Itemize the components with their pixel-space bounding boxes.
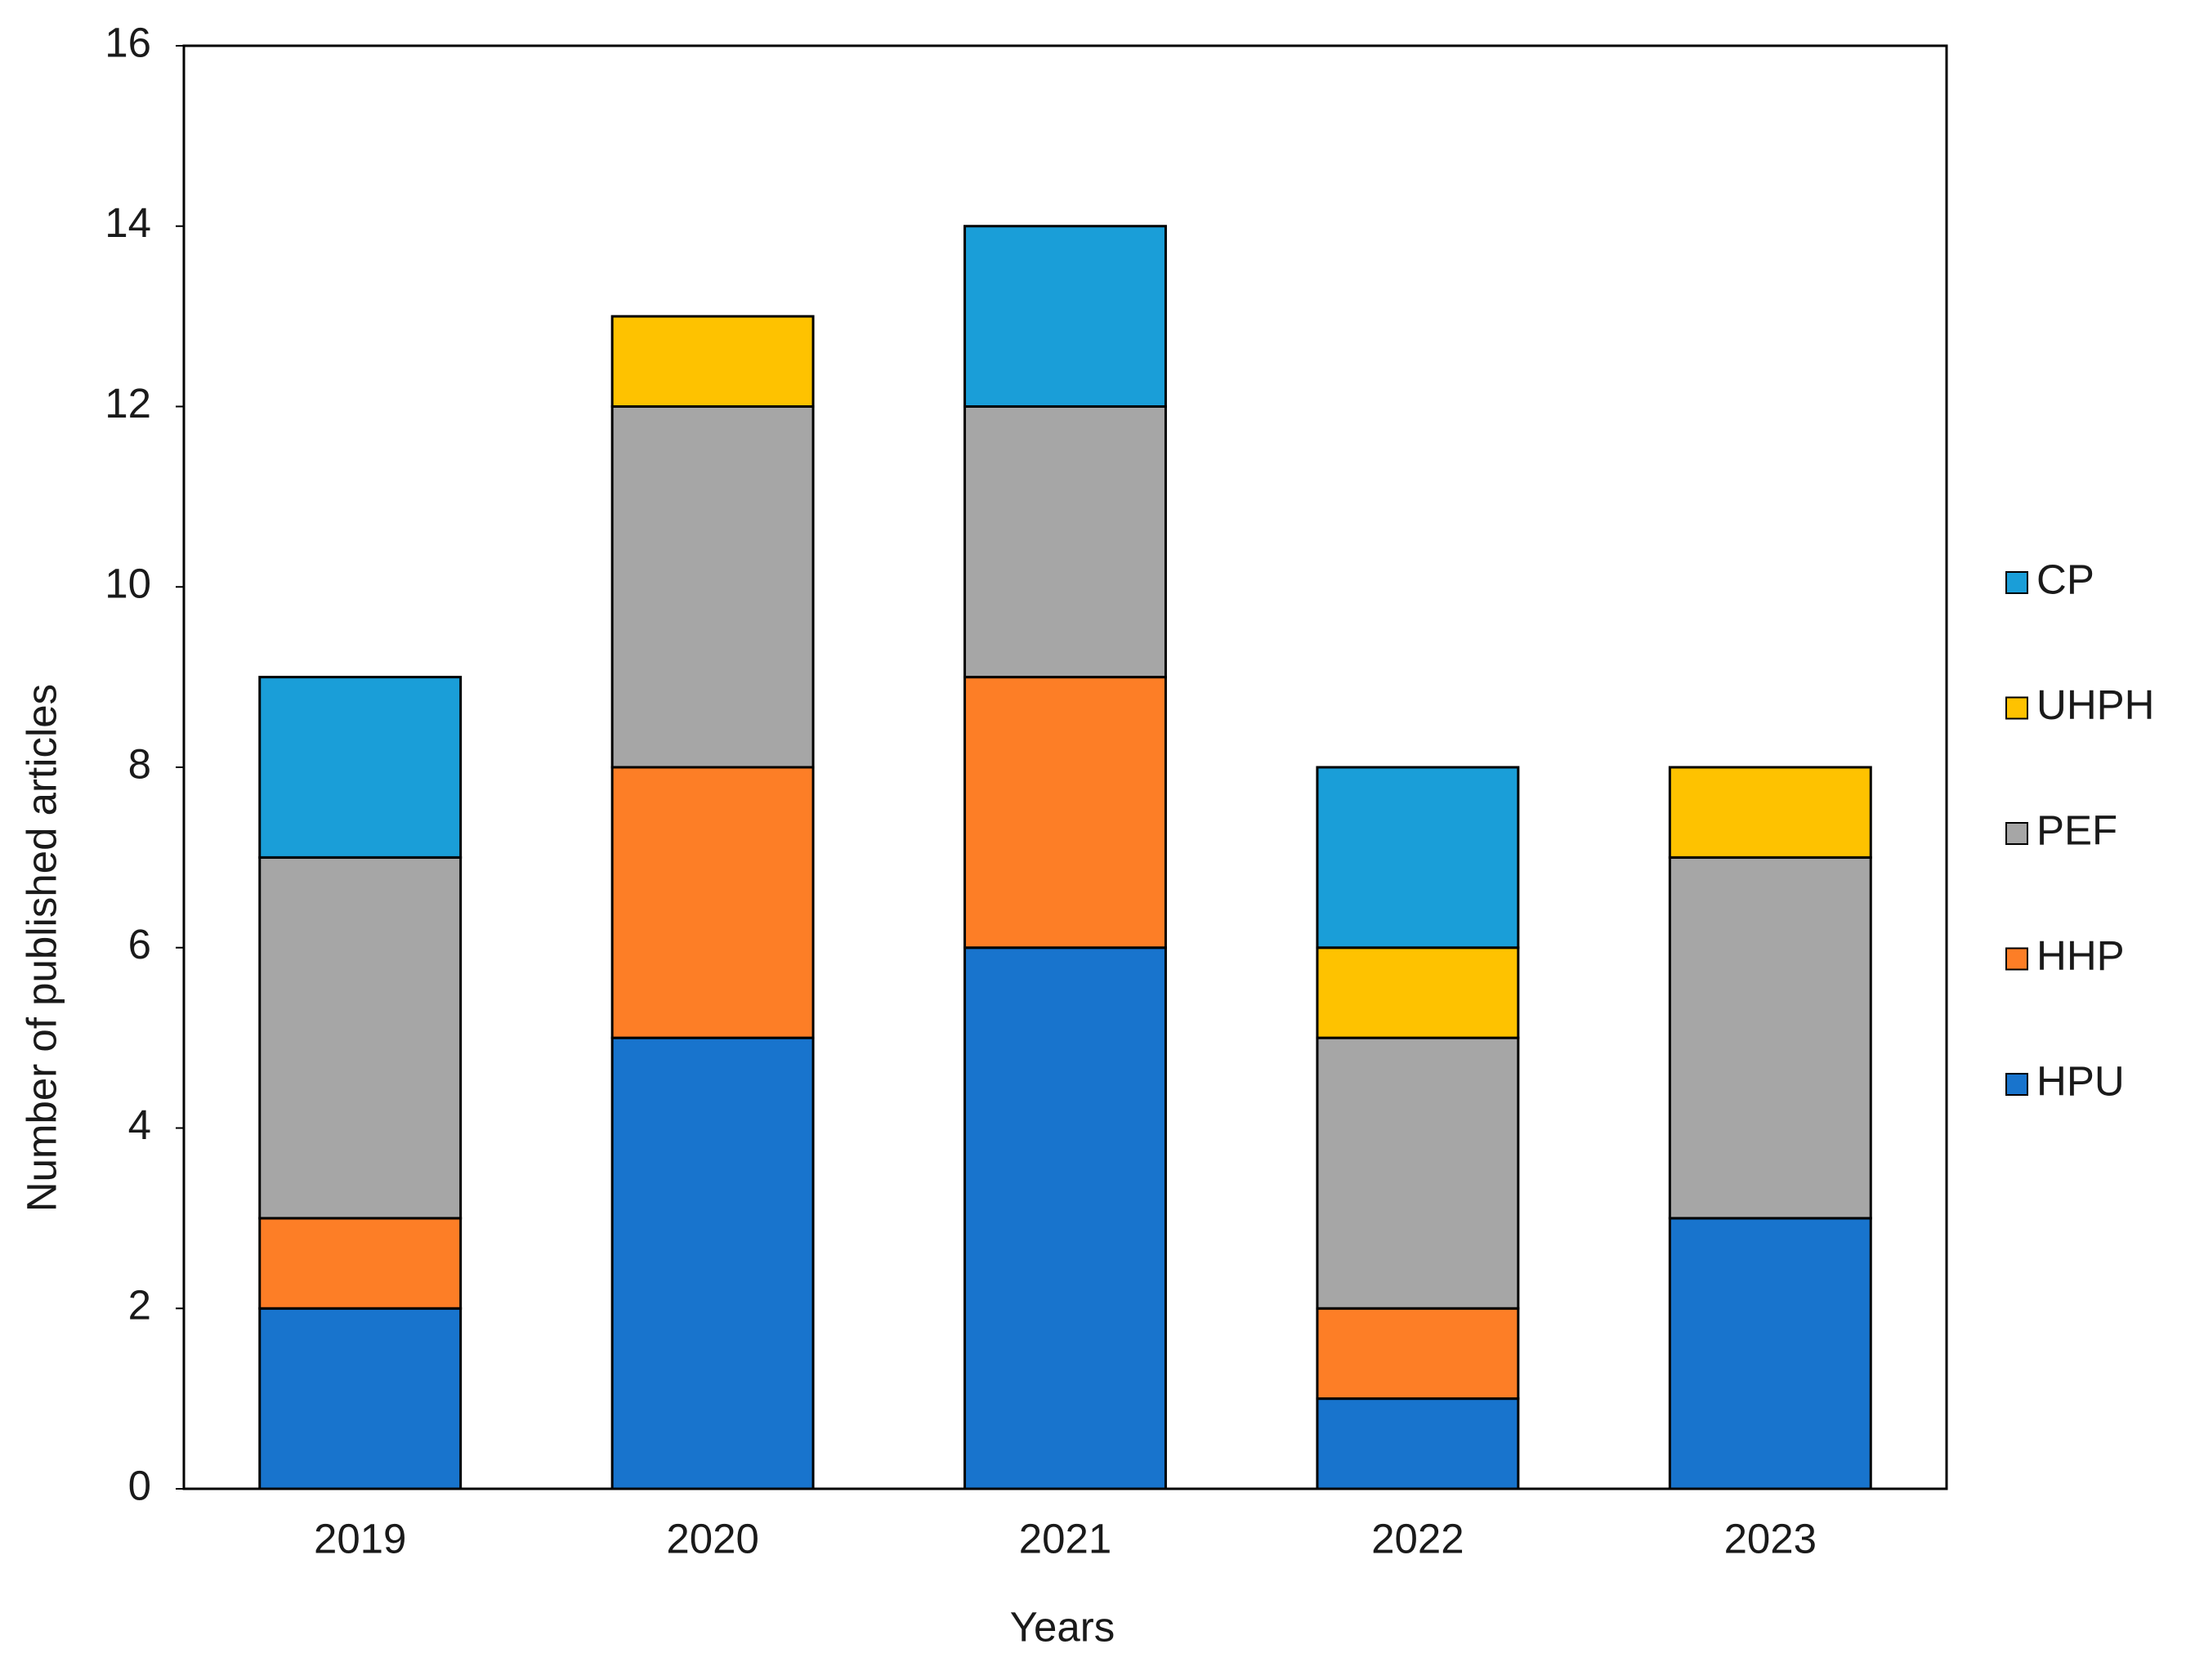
bar-segment [963, 676, 1167, 949]
bar-segment [610, 315, 815, 408]
bar-segment [1316, 766, 1520, 949]
legend-label: HHP [2036, 932, 2125, 979]
bar-segment [610, 766, 815, 1039]
bar-segment [963, 225, 1167, 408]
bar-segment [1316, 1397, 1520, 1490]
y-tick-label: 6 [128, 921, 151, 967]
bar-segment [1668, 1217, 1872, 1490]
legend-label: HPU [2036, 1057, 2125, 1104]
bar-segment [610, 1036, 815, 1490]
legend-label: UHPH [2036, 681, 2155, 728]
bar-segment [1316, 1036, 1520, 1310]
y-axis-title: Number of published articles [18, 684, 65, 1212]
x-tick-label: 2021 [1019, 1515, 1111, 1562]
legend-swatch [2005, 822, 2028, 845]
bar-segment [258, 1307, 463, 1490]
bar-segment [963, 405, 1167, 679]
legend-swatch [2005, 571, 2028, 594]
y-tick-label: 10 [105, 561, 151, 607]
bar-segment [258, 676, 463, 859]
x-tick-label: 2022 [1371, 1515, 1464, 1562]
legend-label: PEF [2036, 806, 2117, 853]
y-tick-label: 2 [128, 1282, 151, 1329]
bar-segment [1316, 946, 1520, 1039]
bar-segment [1316, 1307, 1520, 1401]
y-tick-label: 16 [105, 19, 151, 65]
legend-swatch [2005, 947, 2028, 971]
y-tick-label: 0 [128, 1462, 151, 1508]
y-tick-label: 8 [128, 740, 151, 787]
x-tick-label: 2019 [314, 1515, 406, 1562]
legend-swatch [2005, 1073, 2028, 1096]
y-tick-label: 14 [105, 199, 151, 246]
bar-segment [963, 946, 1167, 1490]
bar-segment [258, 1217, 463, 1310]
x-tick-label: 2020 [666, 1515, 758, 1562]
bar-segment [1668, 856, 1872, 1220]
x-tick-label: 2023 [1724, 1515, 1817, 1562]
x-axis-title: Years [1010, 1603, 1115, 1650]
y-tick-label: 12 [105, 380, 151, 427]
legend-label: CP [2036, 556, 2094, 602]
bar-segment [1668, 766, 1872, 859]
y-tick-label: 4 [128, 1101, 151, 1148]
bar-segment [258, 856, 463, 1220]
legend-swatch [2005, 696, 2028, 720]
bar-segment [610, 405, 815, 769]
